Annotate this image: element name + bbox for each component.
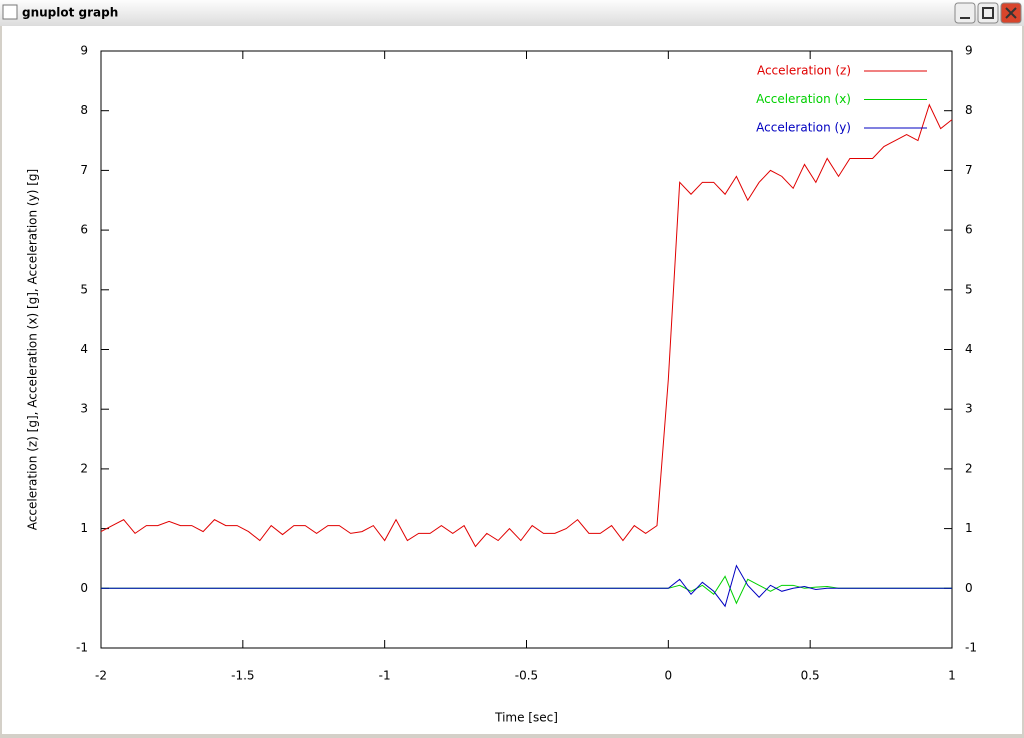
data-line	[100, 103, 953, 548]
y-tick-label: 6	[80, 223, 88, 237]
x-tick-label: -0.5	[515, 669, 538, 683]
y2-tick-label: 1	[965, 521, 973, 535]
x-tick-label: -1.5	[231, 669, 254, 683]
y-axis-label: Acceleration (z) [g], Acceleration (x) […	[26, 169, 40, 530]
x-axis-label: Time [sec]	[494, 711, 558, 725]
y2-tick-label: 3	[965, 402, 973, 416]
y2-tick-label: 6	[965, 223, 973, 237]
y2-tick-label: 0	[965, 581, 973, 595]
legend-label: Acceleration (y)	[756, 121, 851, 135]
x-tick-label: -2	[95, 669, 107, 683]
y2-tick-label: 4	[965, 342, 973, 356]
y2-tick-label: 9	[965, 44, 973, 58]
x-tick-label: -1	[379, 669, 391, 683]
y-tick-label: 2	[80, 461, 88, 475]
x-tick-label: 0.5	[801, 669, 820, 683]
legend-label: Acceleration (x)	[756, 92, 851, 106]
y-tick-label: 4	[80, 342, 88, 356]
data-line	[101, 564, 952, 608]
y2-tick-label: 7	[965, 163, 973, 177]
y-tick-label: 1	[80, 521, 88, 535]
y2-tick-label: -1	[965, 641, 977, 655]
y-tick-label: 8	[80, 103, 88, 117]
y-tick-label: 5	[80, 282, 88, 296]
y-tick-label: 0	[80, 581, 88, 595]
y-tick-label: -1	[76, 641, 88, 655]
window-title: gnuplot graph	[22, 6, 118, 20]
y2-tick-label: 8	[965, 103, 973, 117]
legend-label: Acceleration (z)	[757, 64, 851, 78]
window-button-glyphs	[960, 7, 1017, 19]
y-tick-label: 3	[80, 402, 88, 416]
y2-tick-label: 5	[965, 282, 973, 296]
maximize-button[interactable]	[977, 2, 999, 24]
y2-tick-label: 2	[965, 461, 973, 475]
y-tick-label: 7	[80, 163, 88, 177]
title-bar	[0, 0, 1024, 26]
x-tick-label: 1	[948, 669, 956, 683]
x-tick-label: 0	[665, 669, 673, 683]
window-icon	[2, 4, 18, 20]
minimize-button[interactable]	[954, 2, 976, 24]
plot-canvas	[2, 26, 1022, 734]
y-tick-label: 9	[80, 44, 88, 58]
